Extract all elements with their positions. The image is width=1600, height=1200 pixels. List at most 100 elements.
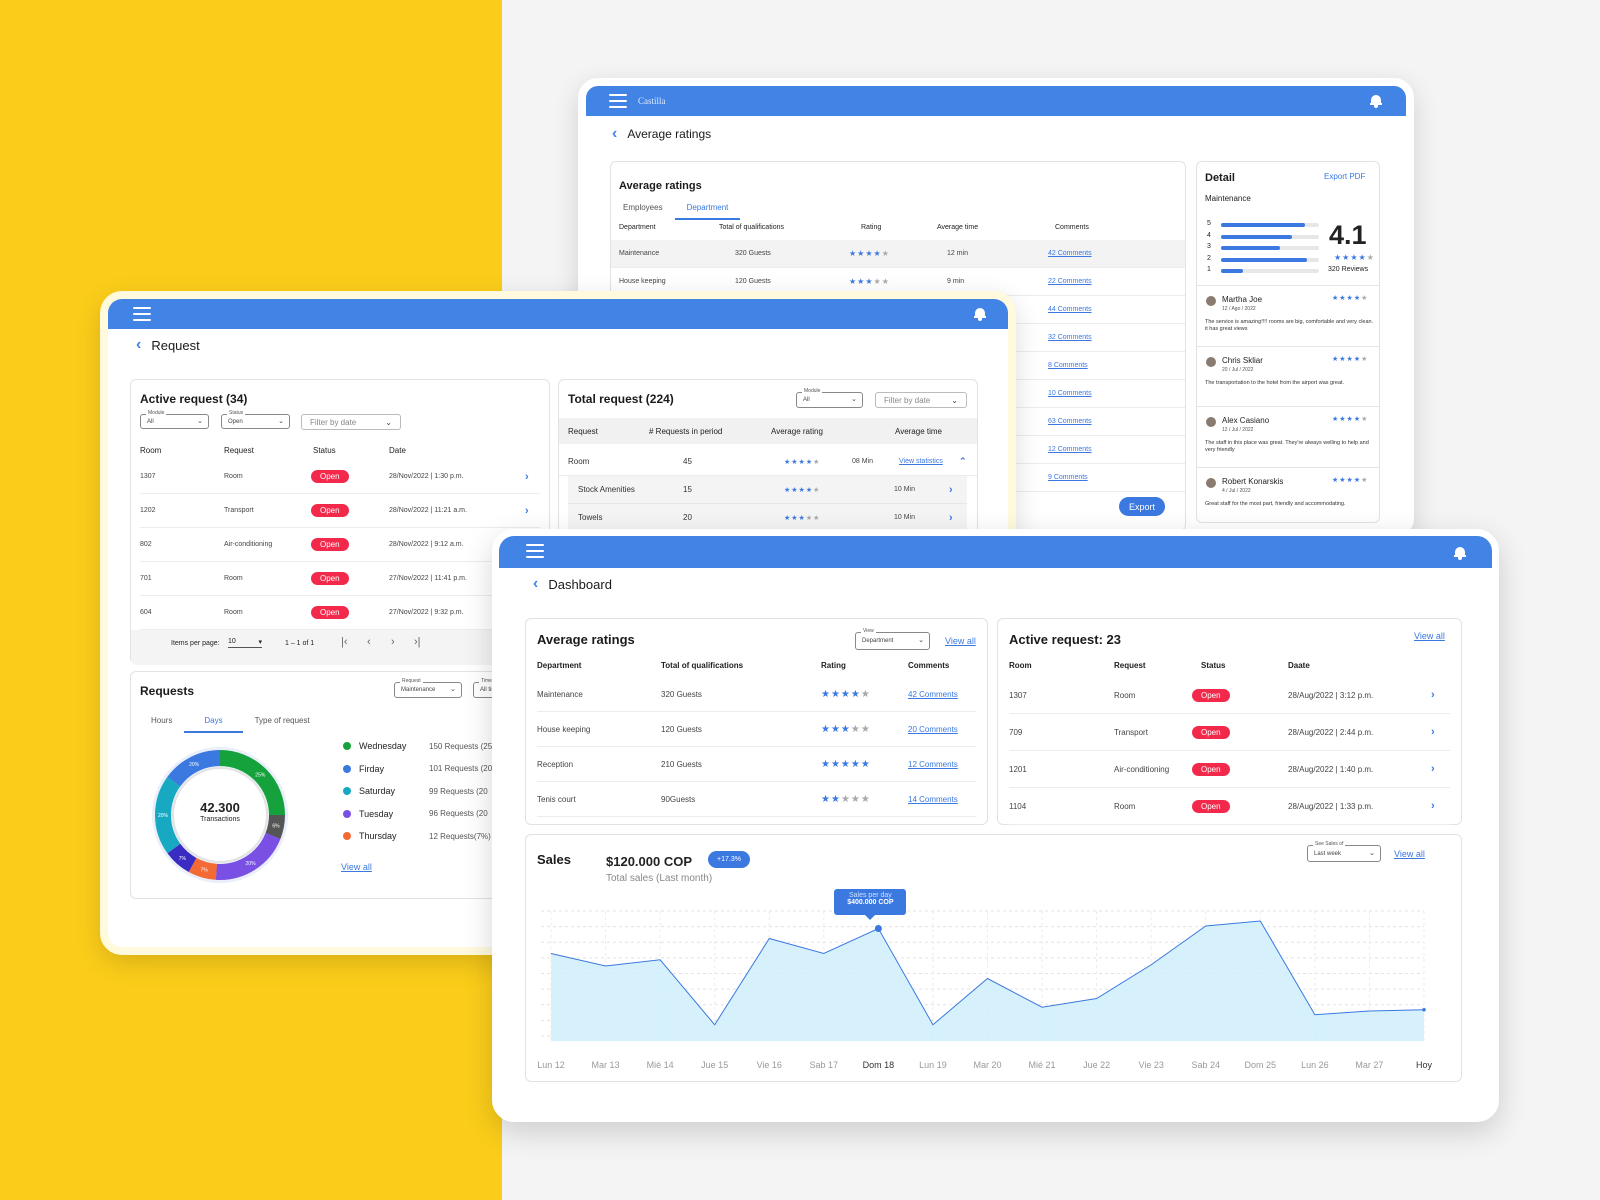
row-comments-link[interactable]: 20 Comments	[908, 724, 958, 734]
legend-day: Tuesday	[359, 808, 394, 819]
row-comments-link[interactable]: 42 Comments	[908, 689, 958, 699]
menu-icon[interactable]	[133, 307, 151, 321]
row-date: 28/Aug/2022 | 1:40 p.m.	[1288, 764, 1374, 774]
chevron-right-icon[interactable]: ›	[949, 483, 953, 496]
sales-point[interactable]	[1422, 1007, 1426, 1012]
table-row[interactable]: 802 Air-conditioning Open 28/Nov/2022 | 9:1…	[140, 528, 540, 562]
row-comments-link[interactable]: 9 Comments	[1048, 474, 1088, 481]
row-comments-link[interactable]: 10 Comments	[1048, 390, 1092, 397]
first-page-icon[interactable]: |‹	[341, 636, 348, 648]
sales-change-badge: +17.3%	[708, 851, 750, 868]
tab-hours[interactable]: Hours	[151, 716, 173, 725]
row-comments-link[interactable]: 12 Comments	[1048, 446, 1092, 453]
donut-segment[interactable]	[155, 750, 285, 880]
chevron-up-icon[interactable]: ⌃	[959, 456, 967, 466]
review-date: 20 / Jul / 2022	[1222, 366, 1254, 373]
col-comments: Comments	[1055, 224, 1089, 231]
row-comments-link[interactable]: 8 Comments	[1048, 362, 1088, 369]
chevron-right-icon[interactable]: ›	[1431, 800, 1435, 812]
chevron-down-icon: ⌄	[951, 395, 958, 405]
see-sales-value: Last week	[1314, 850, 1342, 857]
view-value: Department	[862, 638, 894, 644]
status-select[interactable]: Status Open ⌄	[221, 410, 290, 429]
chevron-right-icon[interactable]: ›	[525, 470, 529, 483]
back-chevron-icon[interactable]: ‹	[136, 336, 142, 353]
tab-employees[interactable]: Employees	[623, 203, 663, 212]
chevron-right-icon[interactable]: ›	[1431, 689, 1435, 701]
filter-by-date-label: Filter by date	[884, 395, 931, 405]
donut-segment[interactable]	[145, 740, 295, 890]
table-row[interactable]: Room 45 ★★★★★ 08 Min View statistics ⌃	[559, 448, 977, 476]
x-tick-label: Vie 23	[1139, 1060, 1164, 1070]
module-select[interactable]: Module All ⌄	[796, 388, 863, 408]
tab-department[interactable]: Department	[674, 203, 741, 220]
notification-bell-icon[interactable]	[1370, 94, 1382, 108]
menu-icon[interactable]	[526, 544, 544, 558]
filter-by-date[interactable]: Filter by date ⌄	[875, 392, 967, 408]
back-chevron-icon[interactable]: ‹	[612, 125, 618, 142]
row-rating-stars: ★★★★★	[849, 249, 890, 258]
last-page-icon[interactable]: ›|	[414, 636, 421, 648]
table-row[interactable]: 1201 Air-conditioning Open 28/Aug/2022 | 1:…	[1009, 751, 1450, 788]
table-row[interactable]: 1307 Room Open 28/Aug/2022 | 3:12 p.m. ›	[1009, 677, 1450, 714]
view-all-link[interactable]: View all	[1394, 849, 1425, 859]
review-item: Martha Joe 12 / Ago / 2022 ★★★★★ The servic…	[1197, 285, 1379, 345]
table-row[interactable]: 709 Transport Open 28/Aug/2022 | 2:44 p.m. ›	[1009, 714, 1450, 751]
donut-segment[interactable]	[145, 740, 295, 890]
donut-segment-label: 7%	[179, 856, 187, 862]
row-department: Reception	[537, 759, 574, 769]
chevron-down-icon: ⌄	[851, 396, 857, 404]
legend-day: Firday	[359, 763, 385, 774]
chevron-right-icon[interactable]: ›	[525, 504, 529, 517]
menu-icon[interactable]	[609, 94, 627, 108]
row-comments-link[interactable]: 14 Comments	[908, 794, 958, 804]
notification-bell-icon[interactable]	[1454, 546, 1466, 560]
prev-page-icon[interactable]: ‹	[367, 636, 371, 648]
request-type-select[interactable]: Request Maintenance ⌄	[394, 678, 462, 698]
view-all-link[interactable]: View all	[341, 862, 372, 872]
row-total: 90Guests	[661, 794, 696, 804]
row-comments-link[interactable]: 22 Comments	[1048, 278, 1092, 285]
module-select[interactable]: Module All ⌄	[140, 410, 209, 429]
tab-type-of-request[interactable]: Type of request	[254, 716, 310, 725]
row-request: Air-conditioning	[1114, 764, 1170, 774]
table-row[interactable]: 1104 Room Open 28/Aug/2022 | 1:33 p.m. ›	[1009, 788, 1450, 825]
sales-point[interactable]	[874, 925, 882, 932]
row-comments-link[interactable]: 12 Comments	[908, 759, 958, 769]
row-comments-link[interactable]: 42 Comments	[1048, 250, 1092, 257]
chevron-right-icon[interactable]: ›	[1431, 726, 1435, 738]
table-row[interactable]: 1307 Room Open 28/Nov/2022 | 1:30 p.m. ›	[140, 460, 540, 494]
notification-bell-icon[interactable]	[974, 307, 986, 321]
next-page-icon[interactable]: ›	[391, 636, 395, 648]
row-request: Room	[224, 609, 243, 616]
chevron-right-icon[interactable]: ›	[949, 511, 953, 524]
export-pdf-link[interactable]: Export PDF	[1324, 172, 1366, 181]
row-comments-link[interactable]: 44 Comments	[1048, 306, 1092, 313]
items-per-page-select[interactable]: 10 ▾	[228, 638, 262, 648]
back-chevron-icon[interactable]: ‹	[533, 575, 539, 592]
table-row[interactable]: Towels 20 ★★★★★ 10 Min ›	[568, 504, 967, 532]
table-row[interactable]: 1202 Transport Open 28/Nov/2022 | 11:21 a.m…	[140, 494, 540, 528]
row-rating-stars: ★★★★★	[849, 277, 890, 286]
donut-segment[interactable]	[155, 750, 285, 880]
donut-segment-label: 7%	[200, 868, 208, 874]
table-row[interactable]: Stock Amenities 15 ★★★★★ 10 Min ›	[568, 476, 967, 504]
view-all-link[interactable]: View all	[945, 636, 976, 646]
distribution-bar	[1221, 246, 1319, 250]
average-score-stars: ★★★★★	[1334, 253, 1375, 262]
chevron-right-icon[interactable]: ›	[1431, 763, 1435, 775]
filter-by-date[interactable]: Filter by date ⌄	[301, 414, 401, 430]
view-select[interactable]: View Department ⌄	[855, 628, 930, 650]
x-tick-label: Vie 16	[757, 1060, 782, 1070]
row-comments-link[interactable]: 32 Comments	[1048, 334, 1092, 341]
table-row: Tenis court 90Guests ★★★★★ 14 Comments	[537, 782, 976, 817]
tab-days[interactable]: Days	[184, 716, 243, 733]
view-all-link[interactable]: View all	[1414, 631, 1445, 641]
view-statistics-link[interactable]: View statistics	[899, 458, 943, 465]
see-sales-select[interactable]: See Sales of Last week ⌄	[1307, 841, 1381, 862]
row-room: 1202	[140, 507, 156, 514]
row-comments-link[interactable]: 63 Comments	[1048, 418, 1092, 425]
export-button[interactable]: Export	[1119, 497, 1165, 516]
